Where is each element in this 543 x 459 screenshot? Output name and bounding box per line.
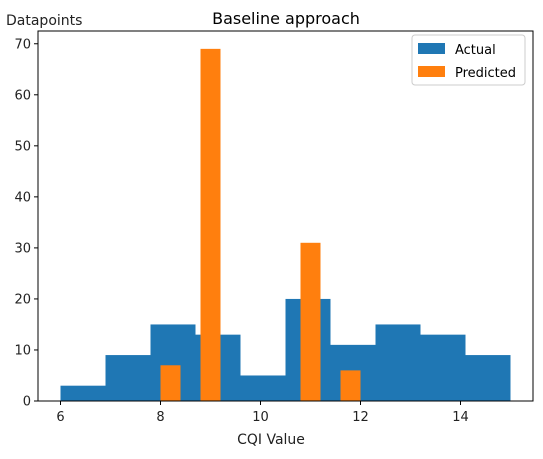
actual-bar-4 — [240, 375, 286, 401]
legend: Actual Predicted — [411, 34, 526, 86]
actual-bar-9 — [465, 355, 511, 401]
y-tick-label: 40 — [14, 190, 31, 205]
predicted-series — [160, 48, 361, 402]
chart-title: Baseline approach — [212, 9, 360, 28]
y-tick-label: 20 — [14, 292, 31, 307]
actual-bar-1 — [105, 355, 151, 401]
predicted-bar-2 — [300, 242, 321, 401]
x-tick-label: 10 — [252, 410, 269, 425]
y-axis-label: Datapoints — [6, 13, 82, 29]
y-tick-label: 70 — [14, 37, 31, 52]
y-tick-label: 30 — [14, 241, 31, 256]
y-tick-label: 10 — [14, 343, 31, 358]
x-tick-label: 6 — [56, 410, 64, 425]
predicted-bar-1 — [200, 48, 221, 402]
x-axis-label: CQI Value — [237, 432, 305, 448]
actual-bar-0 — [60, 385, 106, 401]
y-tick-label: 50 — [14, 139, 31, 154]
y-tick-label: 60 — [14, 88, 31, 103]
x-axis-ticks: 6 8 10 12 14 — [56, 401, 469, 425]
actual-series — [60, 298, 511, 401]
legend-label-actual: Actual — [455, 43, 496, 58]
legend-label-predicted: Predicted — [455, 66, 516, 81]
predicted-bar-3 — [340, 370, 361, 401]
actual-bar-7 — [375, 324, 421, 401]
plot-frame — [37, 30, 534, 402]
y-axis-ticks: 0 10 20 30 40 50 60 70 — [14, 37, 38, 410]
legend-swatch-actual — [418, 43, 445, 54]
actual-bar-8 — [420, 334, 466, 401]
legend-swatch-predicted — [418, 66, 445, 77]
x-tick-label: 12 — [352, 410, 369, 425]
x-tick-label: 8 — [156, 410, 164, 425]
x-tick-label: 14 — [452, 410, 469, 425]
y-tick-label: 0 — [23, 395, 31, 410]
predicted-bar-0 — [160, 365, 181, 401]
